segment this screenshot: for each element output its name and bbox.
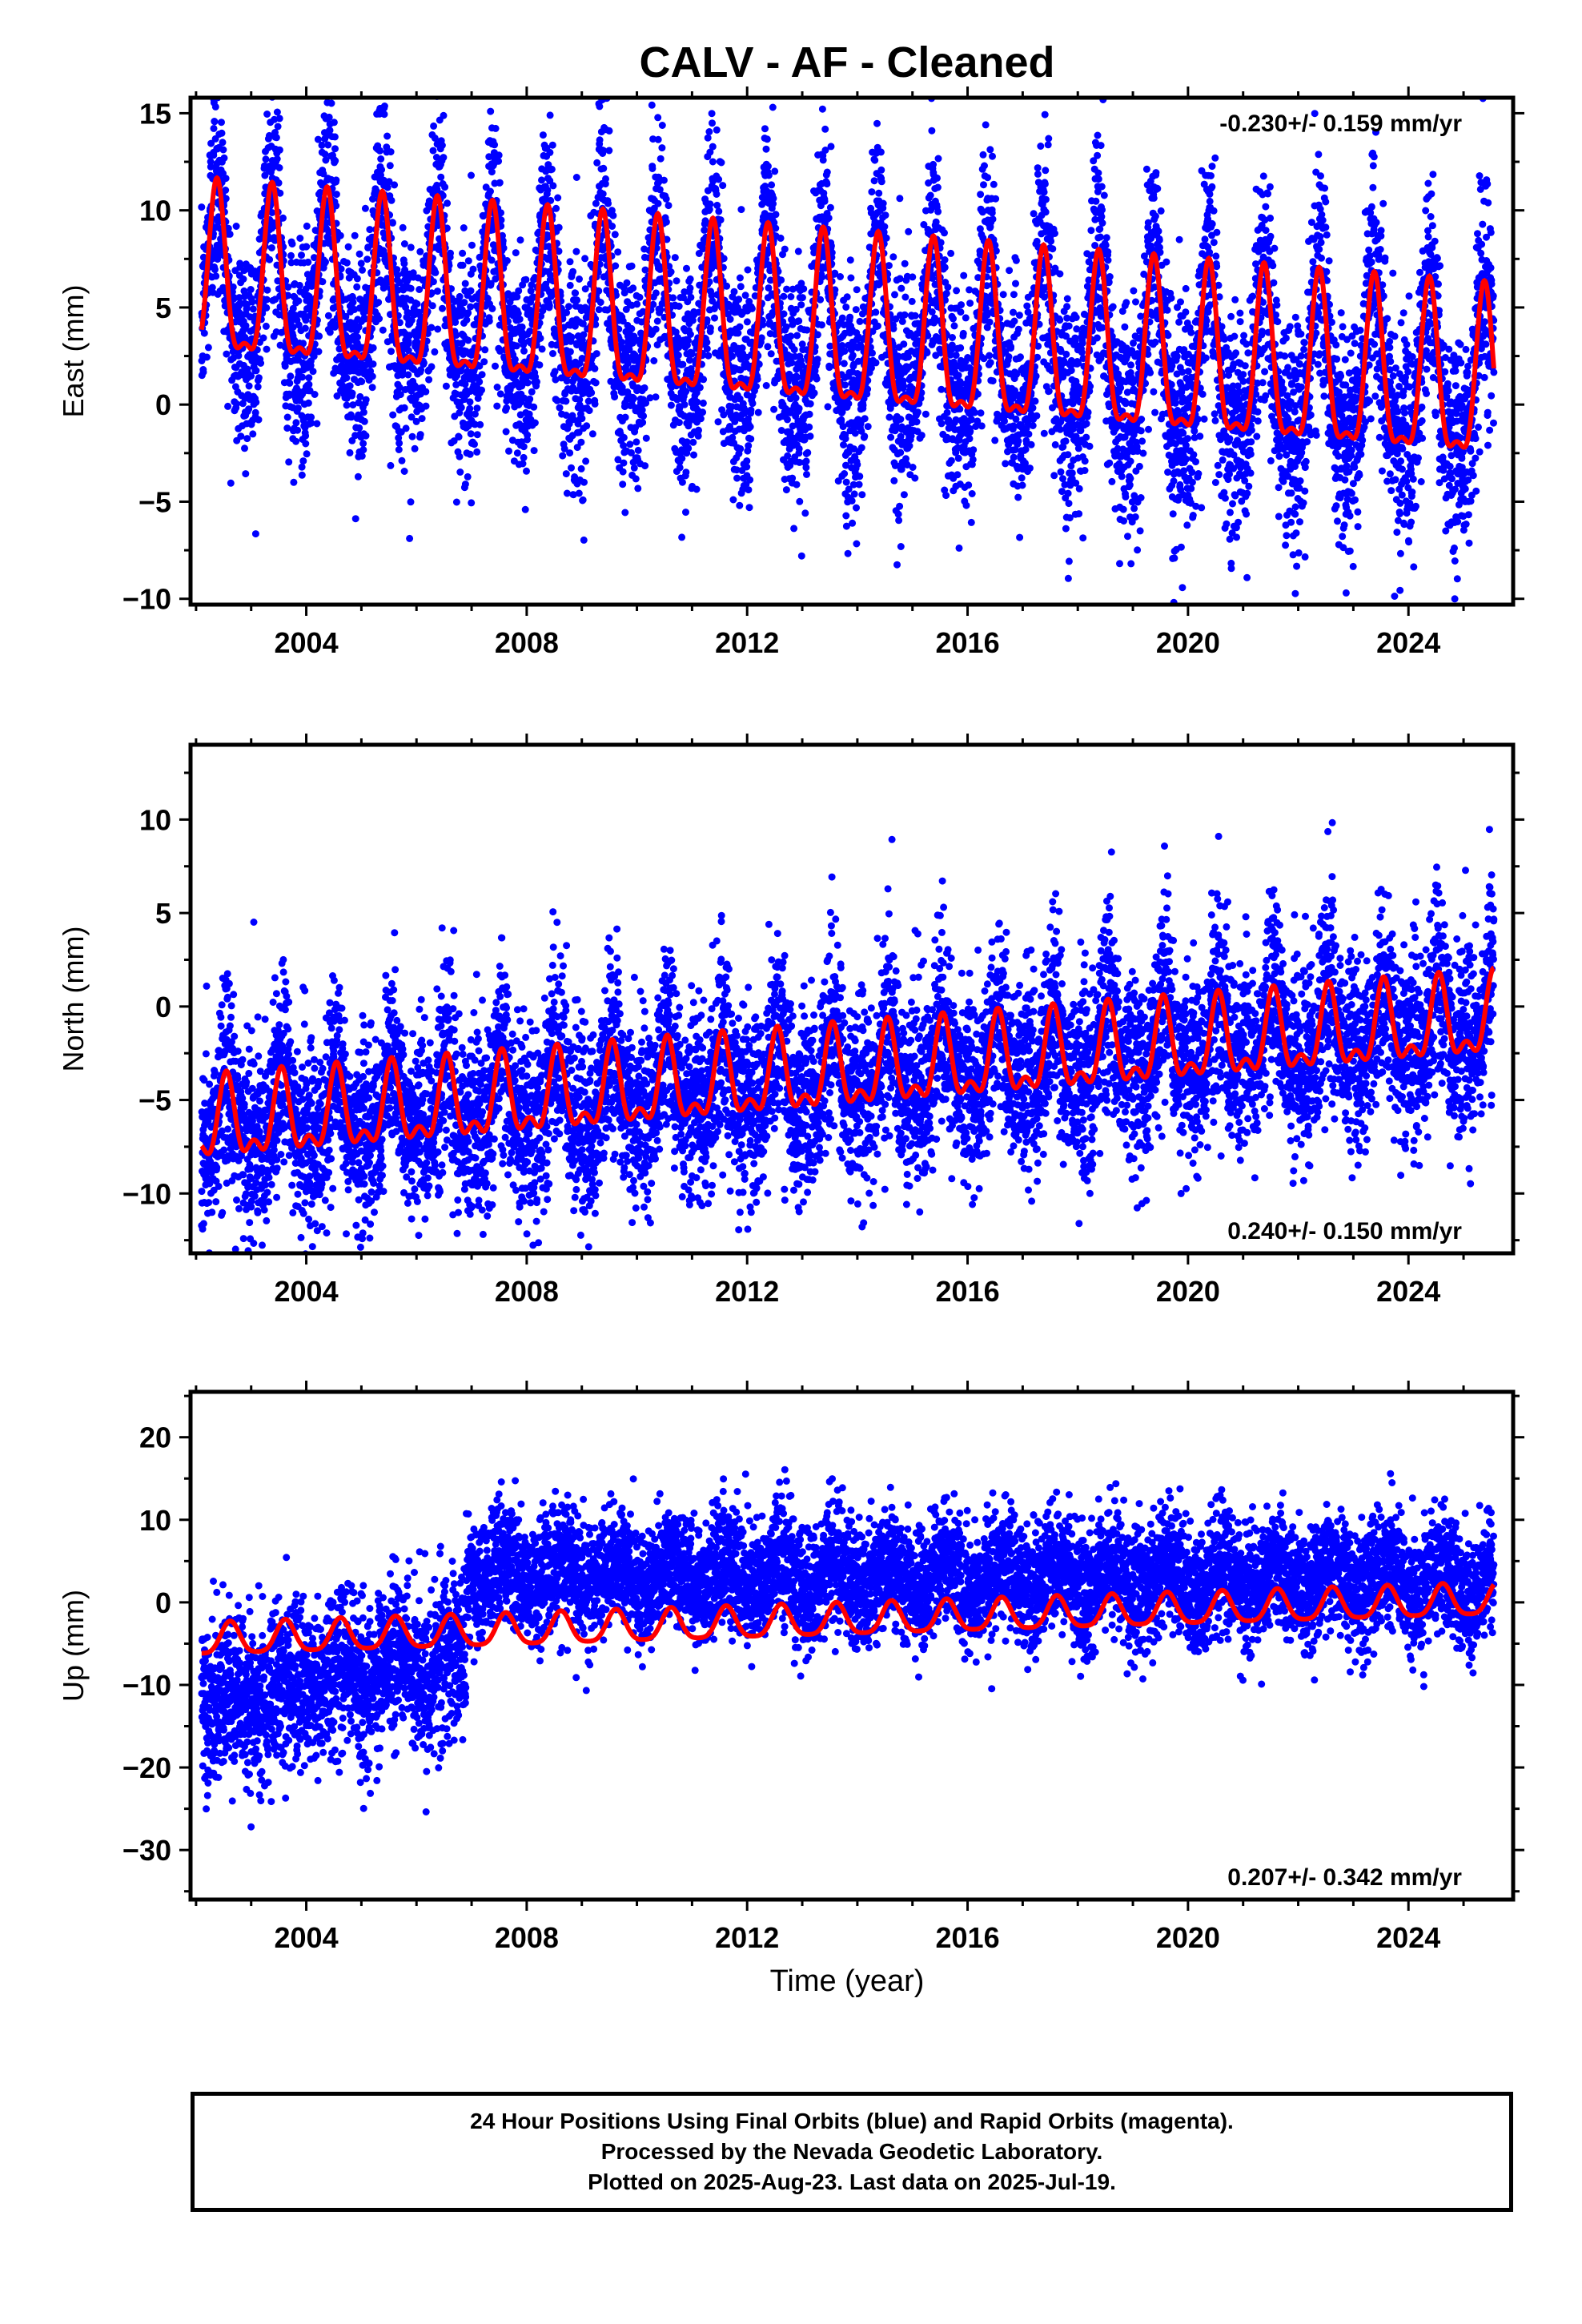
east-rate-annotation: -0.230+/- 0.159 mm/yr xyxy=(1219,111,1462,137)
east-y-tick-label: 0 xyxy=(155,388,171,421)
up-scatter-points xyxy=(198,1466,1497,1831)
footer-line-plotted: Plotted on 2025-Aug-23. Last data on 202… xyxy=(588,2167,1116,2197)
up-x-tick-label: 2004 xyxy=(275,1921,339,1954)
east-y-axis-label: East (mm) xyxy=(57,285,90,418)
east-x-tick-label: 2016 xyxy=(936,626,1000,659)
up-x-tick-label: 2016 xyxy=(936,1921,1000,1954)
east-x-tick-label: 2012 xyxy=(715,626,779,659)
up-rate-annotation: 0.207+/- 0.342 mm/yr xyxy=(1227,1864,1462,1891)
east-x-tick-label: 2004 xyxy=(275,626,339,659)
north-y-tick-label: 10 xyxy=(139,803,171,836)
north-y-axis-label: North (mm) xyxy=(57,927,90,1072)
north-y-tick-label: −5 xyxy=(139,1084,171,1117)
east-x-tick-label: 2024 xyxy=(1376,626,1440,659)
up-x-tick-label: 2008 xyxy=(495,1921,559,1954)
east-x-tick-label: 2008 xyxy=(495,626,559,659)
east-y-tick-label: −5 xyxy=(139,485,171,518)
north-x-tick-label: 2020 xyxy=(1156,1275,1220,1308)
up-y-tick-label: 10 xyxy=(139,1504,171,1537)
north-y-tick-label: 5 xyxy=(155,897,171,930)
up-x-tick-label: 2020 xyxy=(1156,1921,1220,1954)
east-y-tick-label: 5 xyxy=(155,292,171,324)
east-y-tick-label: −10 xyxy=(122,583,171,616)
footer-line-orbits: 24 Hour Positions Using Final Orbits (bl… xyxy=(470,2106,1234,2137)
north-x-tick-label: 2012 xyxy=(715,1275,779,1308)
up-y-tick-label: −30 xyxy=(122,1834,171,1867)
north-x-tick-label: 2004 xyxy=(275,1275,339,1308)
up-y-axis-label: Up (mm) xyxy=(57,1590,90,1702)
up-x-tick-label: 2024 xyxy=(1376,1921,1440,1954)
north-x-tick-label: 2024 xyxy=(1376,1275,1440,1308)
east-y-tick-label: 10 xyxy=(139,195,171,227)
x-axis-label: Time (year) xyxy=(770,1964,925,1998)
north-rate-annotation: 0.240+/- 0.150 mm/yr xyxy=(1227,1218,1462,1244)
up-x-tick-label: 2012 xyxy=(715,1921,779,1954)
north-panel: 2004 2008 2012 2016 2020 2024 −10 −5 0 5 10 North (… xyxy=(57,734,1524,1308)
north-x-tick-label: 2008 xyxy=(495,1275,559,1308)
up-y-tick-label: −20 xyxy=(122,1751,171,1784)
north-y-tick-label: 0 xyxy=(155,991,171,1023)
up-y-tick-label: 0 xyxy=(155,1586,171,1619)
east-x-tick-label: 2020 xyxy=(1156,626,1220,659)
up-panel: 2004 2008 2012 2016 2020 2024 −30 −20 −10 0 10 20 Up… xyxy=(57,1381,1524,1954)
north-x-tick-label: 2016 xyxy=(936,1275,1000,1308)
north-y-tick-label: −10 xyxy=(122,1177,171,1210)
up-y-tick-label: 20 xyxy=(139,1421,171,1454)
east-y-tick-label: 15 xyxy=(139,97,171,130)
east-panel: 2004 2008 2012 2016 2020 2024 −10 −5 0 5 10 15 East … xyxy=(57,6,1524,659)
figure-title: CALV - AF - Cleaned xyxy=(639,38,1054,86)
up-y-tick-label: −10 xyxy=(122,1669,171,1702)
footer-info-box: 24 Hour Positions Using Final Orbits (bl… xyxy=(191,2092,1513,2212)
footer-line-processed: Processed by the Nevada Geodetic Laborat… xyxy=(601,2137,1103,2167)
